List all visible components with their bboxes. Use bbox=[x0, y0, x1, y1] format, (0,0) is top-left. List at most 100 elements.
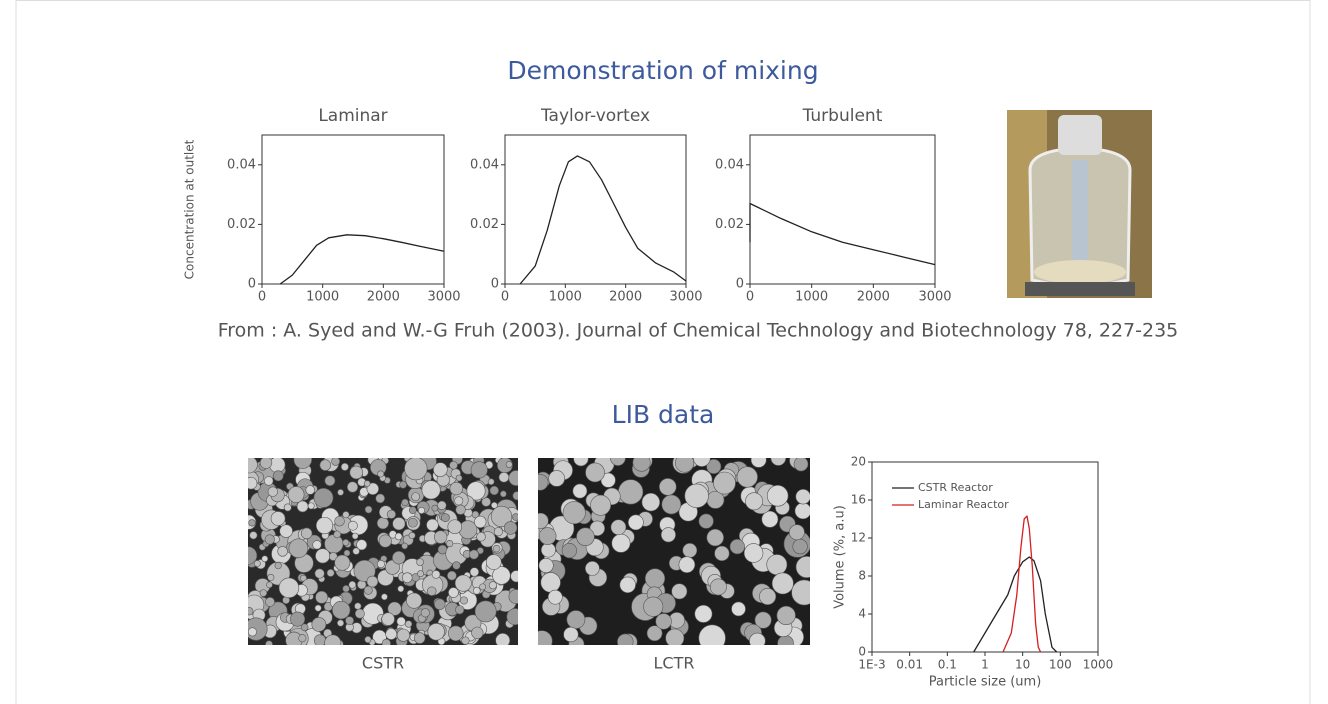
particle bbox=[402, 573, 412, 583]
particle bbox=[494, 527, 502, 535]
y-tick-label: 4 bbox=[858, 607, 866, 621]
particle bbox=[475, 601, 496, 622]
particle bbox=[618, 480, 643, 505]
particle bbox=[759, 588, 775, 604]
y-tick-label: 0.04 bbox=[715, 157, 744, 172]
chart-title: Turbulent bbox=[802, 106, 883, 126]
particle bbox=[586, 463, 605, 482]
x-tick-label: 3000 bbox=[918, 290, 951, 305]
particle bbox=[432, 505, 438, 511]
particle bbox=[393, 517, 405, 529]
particle bbox=[447, 571, 456, 580]
particle bbox=[612, 534, 630, 552]
x-tick-label: 10 bbox=[1015, 658, 1030, 672]
particle bbox=[656, 614, 672, 630]
image-label: CSTR bbox=[362, 654, 404, 673]
particle bbox=[683, 543, 697, 557]
particle bbox=[427, 519, 439, 531]
particle bbox=[376, 494, 385, 503]
particle bbox=[541, 573, 561, 593]
particle bbox=[260, 457, 272, 469]
x-tick-label: 1000 bbox=[549, 290, 582, 305]
particle bbox=[645, 569, 665, 589]
particle bbox=[414, 633, 425, 644]
particle bbox=[313, 541, 322, 550]
particle bbox=[713, 472, 735, 494]
particle bbox=[316, 517, 333, 534]
particle bbox=[365, 636, 371, 642]
particle bbox=[412, 493, 420, 501]
particle bbox=[564, 627, 579, 642]
image-label: LCTR bbox=[654, 654, 695, 673]
particle bbox=[397, 629, 409, 641]
particle bbox=[264, 477, 273, 486]
y-tick-label: 20 bbox=[851, 455, 866, 469]
particle bbox=[590, 495, 610, 515]
particle bbox=[254, 560, 260, 566]
particle bbox=[379, 535, 391, 547]
particle bbox=[377, 560, 384, 567]
particle bbox=[278, 546, 288, 556]
particle bbox=[499, 472, 509, 482]
particle bbox=[710, 579, 726, 595]
x-axis-label: Particle size (um) bbox=[929, 675, 1042, 690]
particle bbox=[428, 623, 445, 640]
x-tick-label: 1000 bbox=[306, 290, 339, 305]
particle bbox=[325, 476, 335, 486]
particle bbox=[245, 618, 267, 640]
x-tick-label: 1000 bbox=[1083, 658, 1114, 672]
particle bbox=[563, 501, 585, 523]
particle bbox=[315, 605, 321, 611]
y-tick-label: 0 bbox=[248, 277, 256, 292]
particle bbox=[350, 466, 363, 479]
particle bbox=[332, 601, 350, 619]
x-tick-label: 3000 bbox=[427, 290, 460, 305]
particle bbox=[433, 463, 447, 477]
particle bbox=[378, 471, 384, 477]
particle bbox=[662, 495, 681, 514]
particle bbox=[695, 605, 712, 622]
particle bbox=[314, 488, 333, 507]
particle bbox=[299, 634, 307, 642]
particle bbox=[335, 555, 350, 570]
particle bbox=[549, 470, 565, 486]
particle bbox=[271, 511, 285, 525]
x-tick-label: 1E-3 bbox=[858, 658, 885, 672]
particle bbox=[343, 585, 350, 592]
particle bbox=[367, 576, 378, 587]
particle bbox=[316, 591, 328, 603]
particle bbox=[269, 457, 285, 473]
particle bbox=[745, 493, 762, 510]
particle bbox=[541, 543, 555, 557]
x-tick-label: 0 bbox=[501, 290, 509, 305]
particle bbox=[643, 597, 662, 616]
particle bbox=[364, 481, 370, 487]
particle bbox=[408, 518, 417, 527]
x-tick-label: 0 bbox=[746, 290, 754, 305]
particle bbox=[280, 525, 293, 538]
particle bbox=[306, 486, 315, 495]
particle bbox=[402, 499, 409, 506]
particle bbox=[405, 621, 412, 628]
particle bbox=[382, 613, 395, 626]
x-tick-label: 1 bbox=[981, 658, 989, 672]
particle bbox=[473, 587, 480, 594]
particle bbox=[455, 606, 464, 615]
particle bbox=[288, 487, 304, 503]
particle bbox=[490, 486, 499, 495]
particle bbox=[506, 461, 512, 467]
particle bbox=[441, 514, 449, 522]
particle bbox=[314, 635, 326, 647]
particle bbox=[793, 539, 808, 554]
particle bbox=[459, 521, 477, 539]
particle bbox=[266, 582, 272, 588]
section-title: LIB data bbox=[612, 400, 715, 429]
particle bbox=[489, 582, 496, 589]
particle bbox=[620, 577, 636, 593]
y-tick-label: 8 bbox=[858, 569, 866, 583]
particle bbox=[417, 571, 423, 577]
y-tick-label: 0.04 bbox=[227, 157, 256, 172]
particle bbox=[448, 626, 463, 641]
particle bbox=[395, 533, 402, 540]
particle bbox=[349, 581, 356, 588]
